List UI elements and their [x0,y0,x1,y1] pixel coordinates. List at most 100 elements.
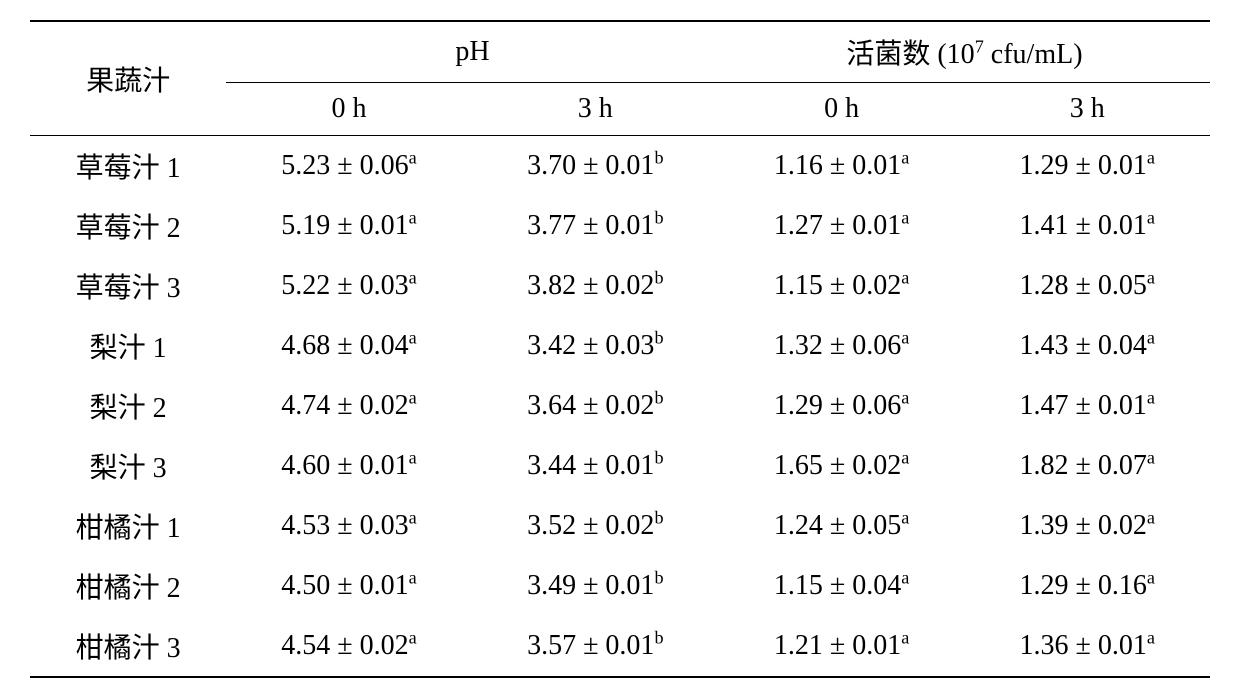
cell-value: 5.23 ± 0.06a [226,136,472,197]
value-text: 1.15 ± 0.02 [774,270,901,301]
superscript-letter: a [1147,148,1155,168]
cell-value: 1.47 ± 0.01a [964,376,1210,436]
value-text: 1.41 ± 0.01 [1019,210,1146,241]
cell-value: 5.19 ± 0.01a [226,196,472,256]
superscript-letter: a [409,628,417,648]
superscript-letter: b [654,388,663,408]
value-text: 1.36 ± 0.01 [1019,630,1146,661]
cell-value: 4.50 ± 0.01a [226,556,472,616]
cell-value: 4.54 ± 0.02a [226,616,472,677]
superscript-letter: a [901,328,909,348]
value-text: 4.54 ± 0.02 [281,630,408,661]
header-ph: pH [226,21,719,83]
table-row: 草莓汁 25.19 ± 0.01a3.77 ± 0.01b1.27 ± 0.01… [30,196,1210,256]
superscript-letter: a [1147,508,1155,528]
table-row: 柑橘汁 24.50 ± 0.01a3.49 ± 0.01b1.15 ± 0.04… [30,556,1210,616]
cell-value: 1.24 ± 0.05a [719,496,965,556]
superscript-letter: b [654,568,663,588]
value-text: 1.27 ± 0.01 [774,210,901,241]
cell-value: 1.28 ± 0.05a [964,256,1210,316]
value-text: 1.32 ± 0.06 [774,330,901,361]
value-text: 4.50 ± 0.01 [281,570,408,601]
superscript-letter: a [409,328,417,348]
superscript-letter: a [901,628,909,648]
cell-value: 1.32 ± 0.06a [719,316,965,376]
superscript-letter: a [409,388,417,408]
header-juice: 果蔬汁 [30,21,226,136]
cell-value: 1.39 ± 0.02a [964,496,1210,556]
header-count-exp: 7 [975,37,984,57]
row-label: 梨汁 2 [30,376,226,436]
superscript-letter: a [1147,328,1155,348]
value-text: 1.39 ± 0.02 [1019,510,1146,541]
cell-value: 1.36 ± 0.01a [964,616,1210,677]
value-text: 3.42 ± 0.03 [527,330,654,361]
value-text: 1.29 ± 0.16 [1019,570,1146,601]
superscript-letter: a [409,568,417,588]
value-text: 3.70 ± 0.01 [527,150,654,181]
header-count: 活菌数 (107 cfu/mL) [719,21,1210,83]
value-text: 3.57 ± 0.01 [527,630,654,661]
table-row: 柑橘汁 34.54 ± 0.02a3.57 ± 0.01b1.21 ± 0.01… [30,616,1210,677]
cell-value: 4.74 ± 0.02a [226,376,472,436]
superscript-letter: b [654,628,663,648]
cell-value: 1.29 ± 0.06a [719,376,965,436]
cell-value: 3.49 ± 0.01b [472,556,719,616]
table-row: 草莓汁 15.23 ± 0.06a3.70 ± 0.01b1.16 ± 0.01… [30,136,1210,197]
table-row: 梨汁 14.68 ± 0.04a3.42 ± 0.03b1.32 ± 0.06a… [30,316,1210,376]
superscript-letter: a [1147,568,1155,588]
superscript-letter: a [1147,448,1155,468]
superscript-letter: a [1147,388,1155,408]
row-label: 柑橘汁 1 [30,496,226,556]
row-label: 梨汁 3 [30,436,226,496]
value-text: 4.53 ± 0.03 [281,510,408,541]
superscript-letter: a [901,508,909,528]
cell-value: 1.43 ± 0.04a [964,316,1210,376]
cell-value: 3.82 ± 0.02b [472,256,719,316]
cell-value: 3.44 ± 0.01b [472,436,719,496]
row-label: 草莓汁 1 [30,136,226,197]
cell-value: 1.82 ± 0.07a [964,436,1210,496]
superscript-letter: a [901,208,909,228]
value-text: 1.82 ± 0.07 [1019,450,1146,481]
value-text: 5.23 ± 0.06 [281,150,408,181]
header-count-suffix: cfu/mL) [984,39,1083,70]
value-text: 1.16 ± 0.01 [774,150,901,181]
cell-value: 3.52 ± 0.02b [472,496,719,556]
superscript-letter: a [409,268,417,288]
cell-value: 1.15 ± 0.04a [719,556,965,616]
cell-value: 4.60 ± 0.01a [226,436,472,496]
value-text: 4.68 ± 0.04 [281,330,408,361]
superscript-letter: a [409,508,417,528]
row-label: 草莓汁 2 [30,196,226,256]
value-text: 3.77 ± 0.01 [527,210,654,241]
superscript-letter: b [654,148,663,168]
superscript-letter: a [409,148,417,168]
value-text: 3.64 ± 0.02 [527,390,654,421]
superscript-letter: a [901,388,909,408]
table-row: 梨汁 24.74 ± 0.02a 3.64 ± 0.02b 1.29 ± 0.06a… [30,376,1210,436]
cell-value: 3.57 ± 0.01b [472,616,719,677]
cell-value: 3.70 ± 0.01b [472,136,719,197]
cell-value: 5.22 ± 0.03a [226,256,472,316]
superscript-letter: b [654,448,663,468]
row-label: 草莓汁 3 [30,256,226,316]
superscript-letter: a [901,568,909,588]
table-row: 草莓汁 35.22 ± 0.03a3.82 ± 0.02b1.15 ± 0.02… [30,256,1210,316]
superscript-letter: a [901,148,909,168]
superscript-letter: a [901,268,909,288]
value-text: 1.21 ± 0.01 [774,630,901,661]
row-label: 柑橘汁 3 [30,616,226,677]
value-text: 3.44 ± 0.01 [527,450,654,481]
data-table: 果蔬汁 pH 活菌数 (107 cfu/mL) 0 h 3 h 0 h 3 h … [30,20,1210,678]
superscript-letter: a [1147,208,1155,228]
superscript-letter: b [654,268,663,288]
cell-value: 1.65 ± 0.02a [719,436,965,496]
header-row-1: 果蔬汁 pH 活菌数 (107 cfu/mL) [30,21,1210,83]
value-text: 3.49 ± 0.01 [527,570,654,601]
cell-value: 4.68 ± 0.04a [226,316,472,376]
cell-value: 1.29 ± 0.16a [964,556,1210,616]
cell-value: 3.42 ± 0.03b [472,316,719,376]
cell-value: 1.41 ± 0.01a [964,196,1210,256]
value-text: 5.22 ± 0.03 [281,270,408,301]
